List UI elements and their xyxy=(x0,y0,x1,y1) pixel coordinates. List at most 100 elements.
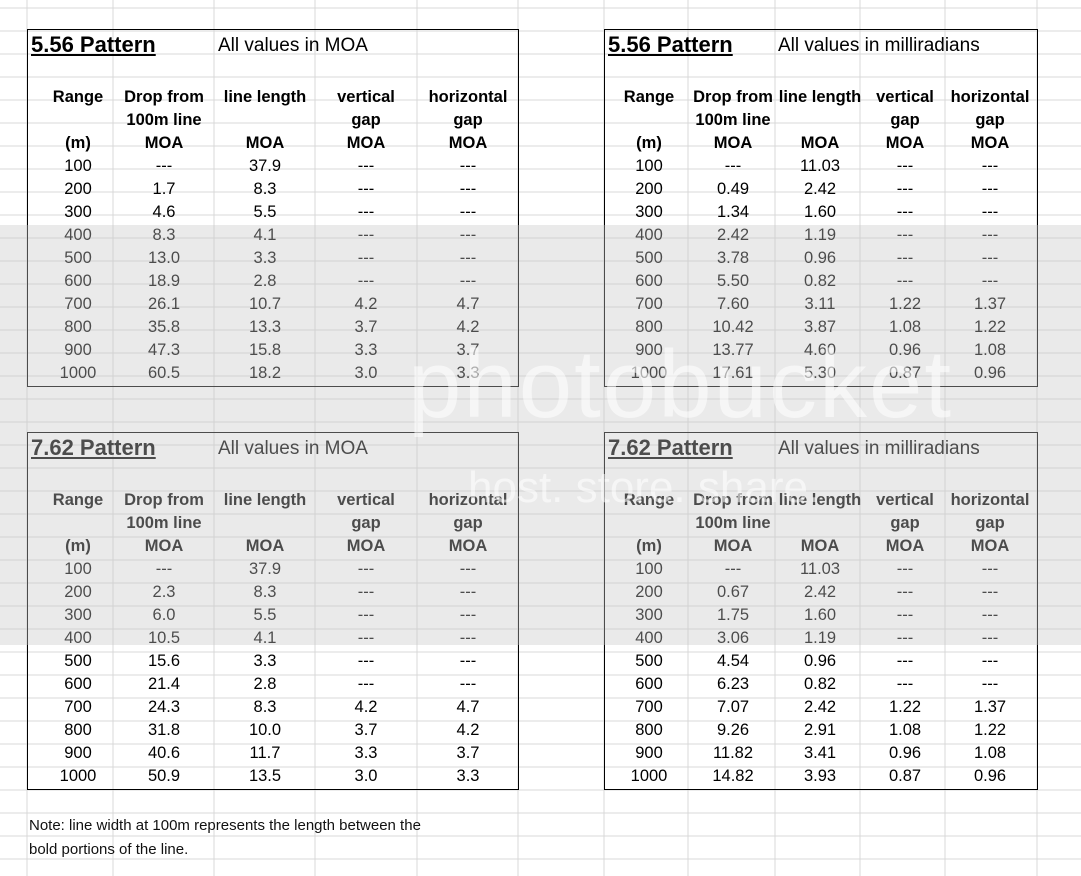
table-cell: --- xyxy=(459,226,477,244)
table-cell: 900 xyxy=(64,744,92,762)
footnote-line-1: Note: line width at 100m represents the … xyxy=(29,817,421,834)
table-cell: 4.7 xyxy=(456,698,480,716)
table-cell: 15.8 xyxy=(248,341,282,359)
table-cell: --- xyxy=(981,157,999,175)
table-cell: 0.96 xyxy=(973,767,1007,785)
column-header: gap xyxy=(890,514,920,532)
table-cell: 11.82 xyxy=(712,744,754,762)
table-cell: --- xyxy=(896,157,914,175)
table-cell: 11.03 xyxy=(799,560,841,578)
table-cell: 1.22 xyxy=(888,698,922,716)
table-cell: --- xyxy=(981,180,999,198)
table-cell: 4.1 xyxy=(253,226,277,244)
table-cell: 2.3 xyxy=(152,583,176,601)
table-cell: 200 xyxy=(64,180,92,198)
table-cell: 1.22 xyxy=(973,318,1007,336)
table-cell: --- xyxy=(357,606,375,624)
table-cell: 10.0 xyxy=(248,721,282,739)
table-cell: 0.49 xyxy=(716,180,750,198)
table-cell: 11.03 xyxy=(799,157,841,175)
column-header: Drop from xyxy=(124,88,204,106)
table-cell: 35.8 xyxy=(147,318,181,336)
table-cell: 13.0 xyxy=(147,249,181,267)
table-cell: 0.96 xyxy=(803,249,837,267)
data-table: 7.62 Pattern All values in MOA Range (m) Dro… xyxy=(27,432,519,790)
table-cell: 5.50 xyxy=(716,272,750,290)
data-table: 5.56 Pattern All values in MOA Range (m) Dro… xyxy=(27,29,519,387)
table-cell: 200 xyxy=(64,583,92,601)
table-cell: 1.60 xyxy=(803,606,837,624)
column-header: vertical xyxy=(876,491,934,509)
column-header: MOA xyxy=(970,537,1010,555)
column-header: (m) xyxy=(65,537,91,555)
column-header: MOA xyxy=(713,537,753,555)
table-cell: 2.8 xyxy=(253,272,277,290)
table-cell: --- xyxy=(459,675,477,693)
column-header: Drop from xyxy=(693,88,773,106)
table-cell: 3.3 xyxy=(354,341,378,359)
table-cell: 900 xyxy=(635,744,663,762)
table-cell: 4.2 xyxy=(354,295,378,313)
table-cell: 700 xyxy=(64,295,92,313)
column-header xyxy=(28,512,128,535)
table-cell: 3.11 xyxy=(804,295,836,313)
table-cell: 0.96 xyxy=(973,364,1007,382)
table-cell: --- xyxy=(724,560,742,578)
table-title: 7.62 Pattern xyxy=(608,435,733,460)
table-cell: 1.22 xyxy=(888,295,922,313)
table-units-note: All values in milliradians xyxy=(778,35,980,56)
column-header xyxy=(605,512,693,535)
column-header xyxy=(215,109,315,132)
table-units-note: All values in milliradians xyxy=(778,438,980,459)
table-cell: --- xyxy=(896,180,914,198)
table-cell: 600 xyxy=(64,272,92,290)
table-cell: 0.82 xyxy=(803,675,837,693)
table-cell: 37.9 xyxy=(248,560,282,578)
table-cell: 14.82 xyxy=(712,767,754,785)
table-cell: 5.30 xyxy=(803,364,837,382)
table-cell: 0.96 xyxy=(888,744,922,762)
table-cell: 18.9 xyxy=(147,272,181,290)
table-cell: 7.60 xyxy=(716,295,750,313)
table-cell: 5.5 xyxy=(253,203,277,221)
column-header: gap xyxy=(975,111,1005,129)
column-header: vertical xyxy=(876,88,934,106)
table-cell: --- xyxy=(357,629,375,647)
table-cell: 500 xyxy=(635,249,663,267)
table-cell: 60.5 xyxy=(147,364,181,382)
table-cell: 2.8 xyxy=(253,675,277,693)
table-cell: --- xyxy=(459,157,477,175)
table-cell: --- xyxy=(357,675,375,693)
table-cell: 1.75 xyxy=(716,606,750,624)
column-header: gap xyxy=(453,111,483,129)
table-cell: 100 xyxy=(64,157,92,175)
table-cell: --- xyxy=(896,249,914,267)
table-cell: --- xyxy=(724,157,742,175)
table-cell: 10.42 xyxy=(712,318,754,336)
table-cell: 8.3 xyxy=(253,698,277,716)
table-cell: 3.93 xyxy=(803,767,837,785)
table-cell: 26.1 xyxy=(147,295,181,313)
table-cell: 3.0 xyxy=(354,767,378,785)
table-cell: 15.6 xyxy=(147,652,181,670)
table-cell: 3.7 xyxy=(456,341,480,359)
table-cell: 0.82 xyxy=(803,272,837,290)
table-cell: 3.7 xyxy=(354,721,378,739)
table-cell: --- xyxy=(155,157,173,175)
table-cell: 1.60 xyxy=(803,203,837,221)
table-cell: 900 xyxy=(64,341,92,359)
column-header: Drop from xyxy=(693,491,773,509)
table-cell: 21.4 xyxy=(147,675,181,693)
table-cell: 1000 xyxy=(59,364,97,382)
table-cell: --- xyxy=(357,226,375,244)
table-cell: 4.6 xyxy=(152,203,176,221)
table-cell: 400 xyxy=(64,629,92,647)
column-header: 100m line xyxy=(126,514,202,532)
column-header: horizontal xyxy=(428,491,508,509)
table-cell: 6.0 xyxy=(152,606,176,624)
table-cell: 100 xyxy=(635,157,663,175)
table-cell: --- xyxy=(981,583,999,601)
column-header xyxy=(215,512,315,535)
table-cell: 13.5 xyxy=(248,767,282,785)
table-cell: 500 xyxy=(635,652,663,670)
